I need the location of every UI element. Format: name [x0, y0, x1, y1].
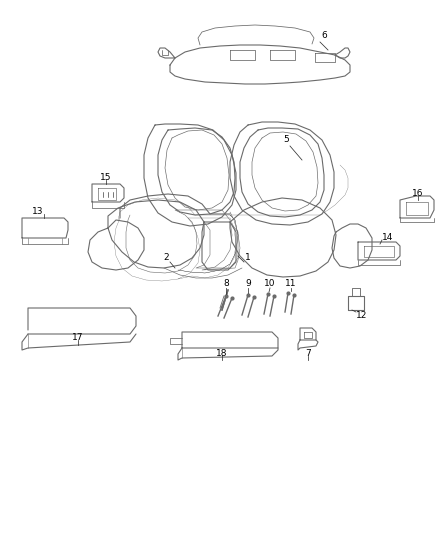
Text: 8: 8 [223, 279, 229, 288]
Text: 11: 11 [285, 279, 297, 288]
Text: 5: 5 [283, 135, 289, 144]
Text: 12: 12 [356, 311, 367, 319]
Text: 9: 9 [245, 279, 251, 288]
Text: 14: 14 [382, 233, 394, 243]
Text: 17: 17 [72, 334, 84, 343]
Text: 6: 6 [321, 31, 327, 41]
Text: 10: 10 [264, 279, 276, 288]
Text: 13: 13 [32, 207, 44, 216]
Text: 2: 2 [163, 254, 169, 262]
Text: 15: 15 [100, 174, 112, 182]
Text: 18: 18 [216, 349, 228, 358]
Text: 16: 16 [412, 189, 424, 198]
Text: 7: 7 [305, 350, 311, 359]
Text: 1: 1 [245, 254, 251, 262]
